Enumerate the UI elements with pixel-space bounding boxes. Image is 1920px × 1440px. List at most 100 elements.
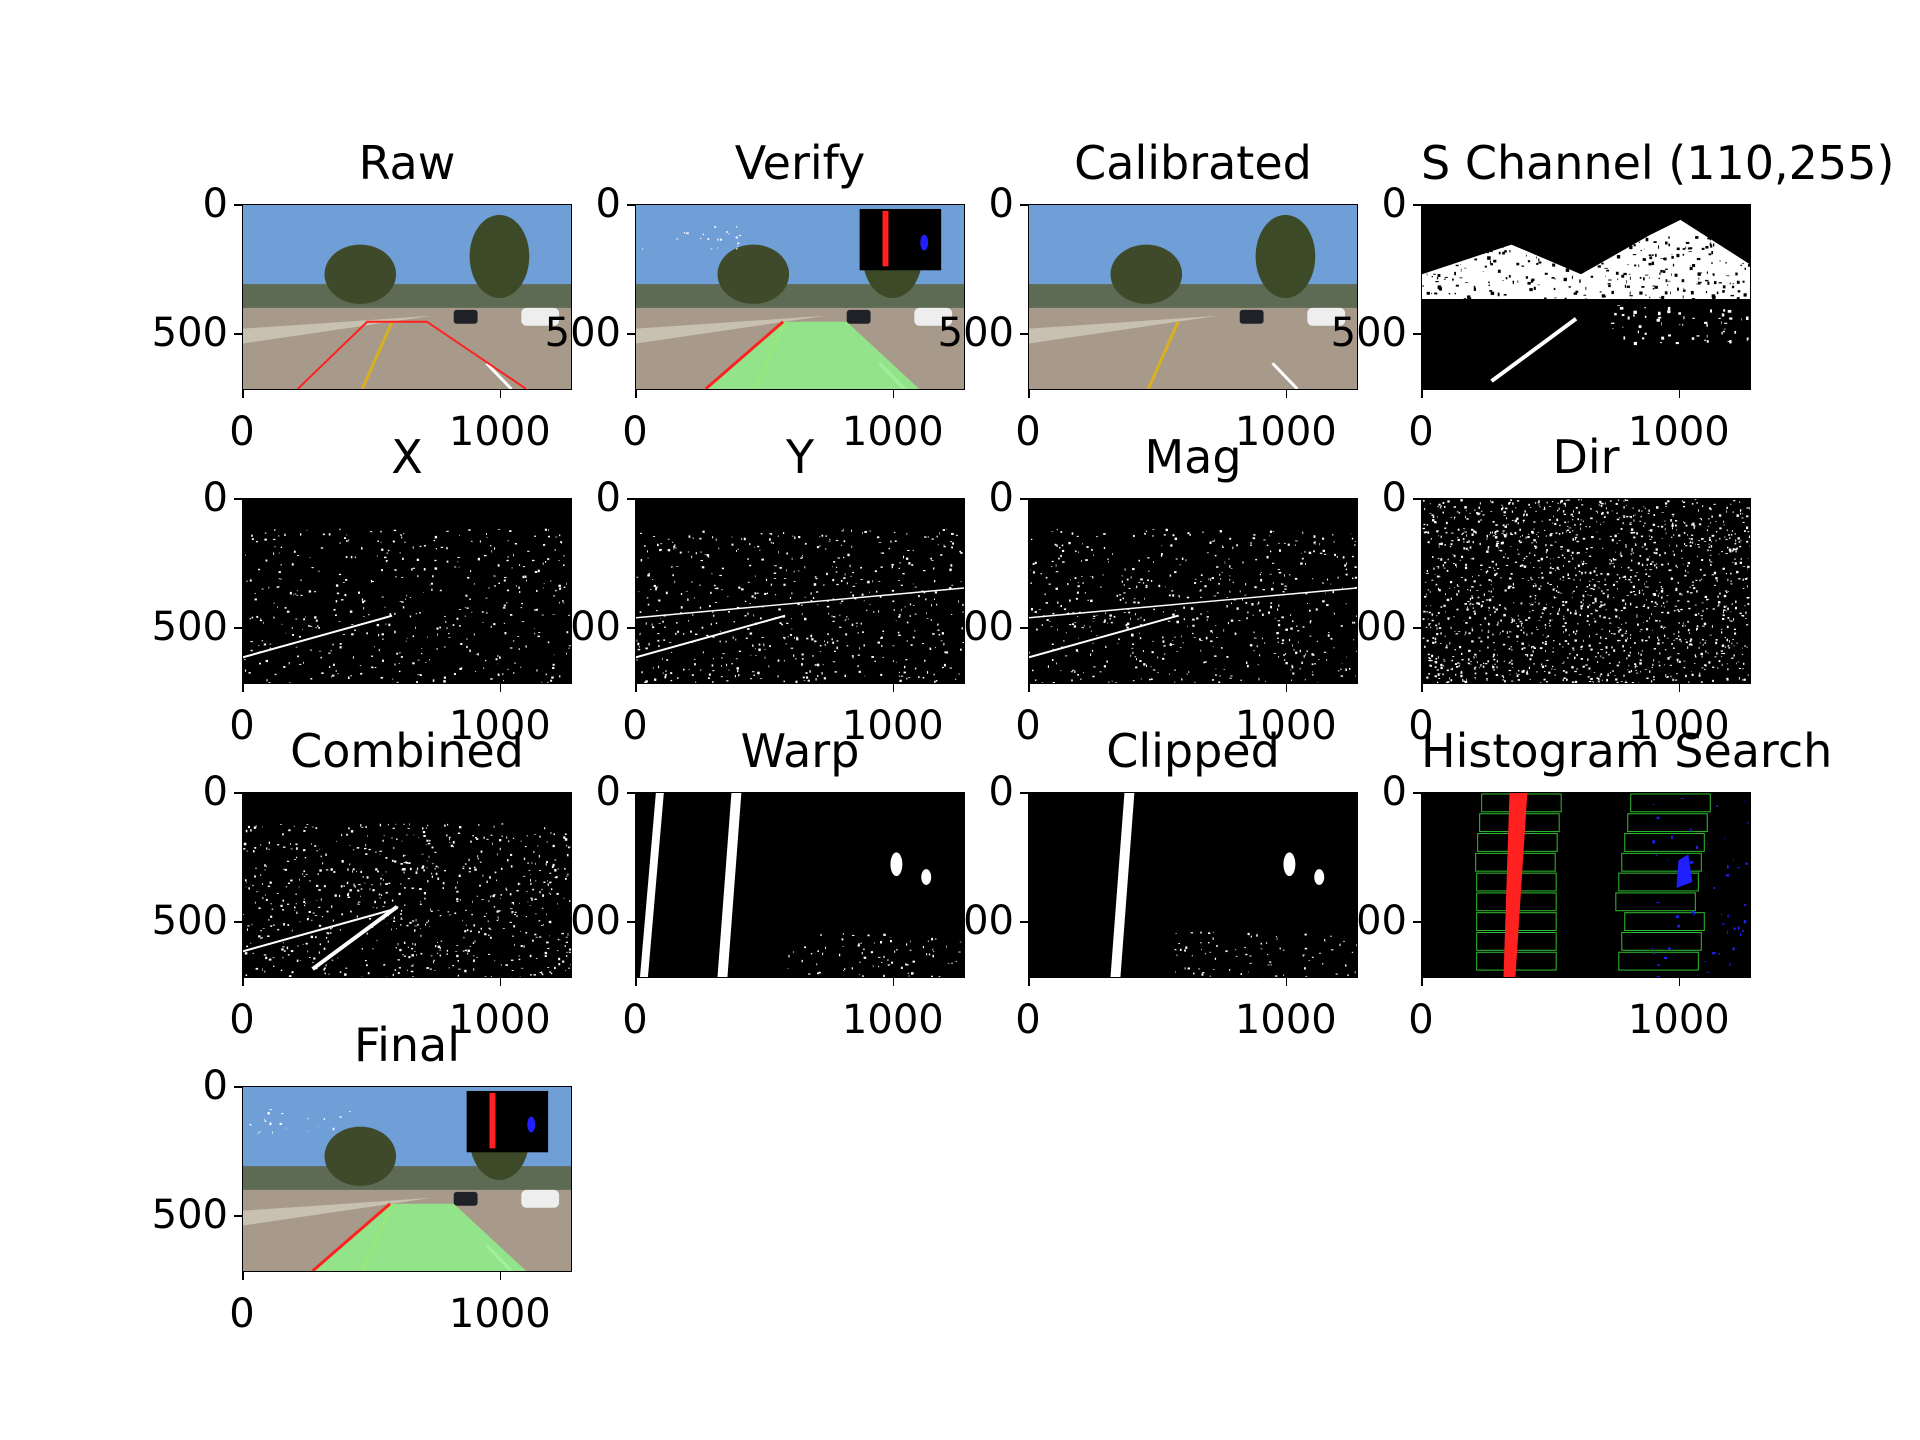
- y-tick-label: 500: [1330, 604, 1407, 651]
- x-tick-label: 1000: [1234, 997, 1337, 1043]
- x-tick-mark: [1285, 684, 1288, 692]
- panel-image: [242, 792, 572, 978]
- panel-title: Histogram Search: [1421, 724, 1833, 778]
- x-tick-mark: [1028, 978, 1030, 986]
- panel-image: [242, 498, 572, 684]
- x-tick-label: 0: [1015, 997, 1041, 1043]
- y-tick-label: 0: [202, 1063, 228, 1109]
- y-tick-label: 0: [988, 475, 1014, 521]
- panel-title: Combined: [290, 724, 524, 778]
- y-tick-label: 0: [595, 475, 621, 521]
- y-tick-mark: [1413, 498, 1421, 500]
- x-tick-mark: [892, 684, 895, 692]
- y-tick-mark: [234, 1086, 242, 1088]
- panel-s-channel-110-255: S Channel (110,255) 0 500 0 1000: [1331, 140, 1895, 452]
- panel-image: [1028, 498, 1358, 684]
- y-tick-mark: [1020, 627, 1028, 629]
- x-tick-mark: [1285, 978, 1288, 986]
- panel-title: Y: [785, 430, 815, 484]
- x-tick-mark: [242, 1272, 244, 1280]
- y-tick-mark: [627, 204, 635, 206]
- y-tick-mark: [1020, 333, 1028, 335]
- panel-image: [242, 1086, 572, 1272]
- y-tick-label: 500: [544, 604, 621, 651]
- x-tick-mark: [242, 684, 244, 692]
- x-tick-label: 0: [229, 997, 255, 1043]
- y-tick-mark: [234, 792, 242, 794]
- y-tick-mark: [234, 204, 242, 206]
- y-tick-label: 0: [988, 769, 1014, 815]
- panel-image: [635, 498, 965, 684]
- y-tick-mark: [627, 792, 635, 794]
- panel-title: Dir: [1552, 430, 1620, 484]
- y-tick-mark: [627, 627, 635, 629]
- y-tick-label: 0: [202, 181, 228, 227]
- y-tick-label: 0: [202, 475, 228, 521]
- y-tick-mark: [1020, 204, 1028, 206]
- x-tick-label: 0: [1408, 997, 1434, 1043]
- panel-warp: Warp 0 500 0 1000: [545, 728, 965, 1040]
- x-tick-mark: [1028, 390, 1030, 398]
- y-tick-mark: [1020, 792, 1028, 794]
- panel-title: Raw: [358, 136, 456, 190]
- panel-image: [1421, 498, 1751, 684]
- x-tick-mark: [242, 390, 244, 398]
- x-tick-label: 1000: [1627, 997, 1730, 1043]
- x-tick-label: 1000: [1234, 409, 1337, 455]
- x-tick-label: 0: [1408, 409, 1434, 455]
- x-tick-label: 0: [622, 409, 648, 455]
- x-tick-mark: [499, 978, 502, 986]
- x-tick-mark: [1421, 684, 1423, 692]
- panel-title: Clipped: [1106, 724, 1280, 778]
- y-tick-label: 500: [151, 604, 228, 651]
- y-tick-mark: [234, 921, 242, 923]
- y-tick-label: 500: [544, 898, 621, 945]
- y-tick-label: 0: [1381, 475, 1407, 521]
- x-tick-mark: [499, 684, 502, 692]
- x-tick-label: 1000: [1627, 409, 1730, 455]
- y-tick-mark: [1413, 627, 1421, 629]
- panel-title: Calibrated: [1074, 136, 1312, 190]
- panel-verify: Verify 0 500 0 1000: [545, 140, 965, 452]
- panel-image: [242, 204, 572, 390]
- panel-image: [1028, 792, 1358, 978]
- x-tick-mark: [635, 978, 637, 986]
- x-tick-label: 1000: [1627, 703, 1730, 749]
- y-tick-mark: [234, 333, 242, 335]
- y-tick-mark: [627, 333, 635, 335]
- x-tick-label: 0: [1408, 703, 1434, 749]
- panel-final: Final 0 500 0 1000: [152, 1022, 572, 1334]
- y-tick-label: 500: [1330, 898, 1407, 945]
- y-tick-label: 500: [151, 1192, 228, 1239]
- panel-title: Final: [353, 1018, 460, 1072]
- x-tick-mark: [1678, 684, 1681, 692]
- y-tick-label: 500: [151, 898, 228, 945]
- x-tick-label: 1000: [841, 997, 944, 1043]
- panel-title: Warp: [740, 724, 860, 778]
- x-tick-mark: [499, 390, 502, 398]
- y-tick-mark: [1413, 921, 1421, 923]
- panel-calibrated: Calibrated 0 500 0 1000: [938, 140, 1358, 452]
- panel-title: Verify: [734, 136, 866, 190]
- x-tick-mark: [1421, 978, 1423, 986]
- y-tick-mark: [234, 498, 242, 500]
- x-tick-label: 1000: [841, 409, 944, 455]
- panel-dir: Dir 0 500 0 1000: [1331, 434, 1751, 746]
- x-tick-mark: [1421, 390, 1423, 398]
- panel-combined: Combined 0 500 0 1000: [152, 728, 572, 1040]
- panel-raw: Raw 0 500 0 1000: [152, 140, 572, 452]
- y-tick-label: 500: [1330, 310, 1407, 357]
- x-tick-label: 0: [1015, 703, 1041, 749]
- y-tick-label: 0: [595, 181, 621, 227]
- x-tick-mark: [892, 390, 895, 398]
- x-tick-mark: [1285, 390, 1288, 398]
- y-tick-mark: [234, 1215, 242, 1217]
- x-tick-label: 1000: [448, 997, 551, 1043]
- panel-mag: Mag 0 500 0 1000: [938, 434, 1358, 746]
- x-tick-mark: [242, 978, 244, 986]
- y-tick-mark: [1020, 921, 1028, 923]
- x-tick-label: 0: [229, 1291, 255, 1337]
- panel-image: [1421, 204, 1751, 390]
- y-tick-label: 0: [1381, 181, 1407, 227]
